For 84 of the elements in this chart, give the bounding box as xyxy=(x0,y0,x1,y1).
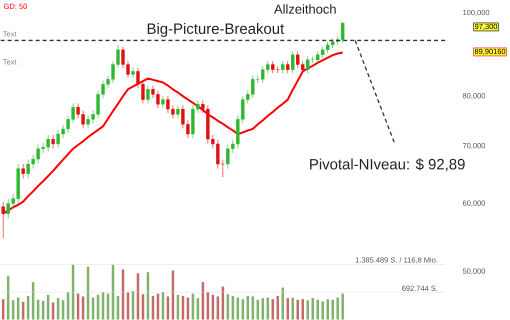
bar xyxy=(182,296,184,320)
bar xyxy=(166,296,170,320)
bar xyxy=(226,294,230,320)
candlestick xyxy=(1,202,5,239)
bar xyxy=(206,292,210,320)
bar xyxy=(222,286,224,320)
candlestick xyxy=(176,105,180,119)
bar xyxy=(76,294,80,320)
candlestick xyxy=(221,160,225,178)
bar xyxy=(216,296,220,320)
bar xyxy=(52,302,54,320)
bar xyxy=(336,298,339,320)
bar xyxy=(282,288,284,320)
bar xyxy=(126,292,130,320)
candlestick xyxy=(271,60,274,74)
bar xyxy=(146,272,150,320)
candlestick xyxy=(21,164,25,179)
bar xyxy=(316,300,319,320)
bar xyxy=(172,270,174,320)
bar xyxy=(212,294,214,320)
bar xyxy=(92,298,94,320)
bar xyxy=(122,270,124,320)
bar xyxy=(262,298,264,320)
bar xyxy=(96,294,100,320)
bar xyxy=(86,266,90,320)
bar xyxy=(136,273,140,320)
bar xyxy=(196,298,200,320)
bar xyxy=(32,282,34,320)
candlestick xyxy=(131,68,135,79)
bar xyxy=(256,300,260,320)
bar xyxy=(156,294,160,320)
bar xyxy=(341,294,344,320)
bar xyxy=(26,296,30,320)
bar xyxy=(116,296,120,320)
bar xyxy=(246,296,250,320)
bar xyxy=(82,296,84,320)
candlestick xyxy=(161,96,165,109)
bar xyxy=(16,298,20,320)
bar xyxy=(66,292,70,320)
bar xyxy=(62,300,64,320)
candlestick xyxy=(281,60,284,74)
bar xyxy=(236,298,240,320)
bar xyxy=(192,294,194,320)
bar xyxy=(56,298,60,320)
candlestick xyxy=(291,51,294,74)
annotation: Big-Picture-Breakout xyxy=(148,23,284,38)
candlestick xyxy=(51,134,55,149)
bar xyxy=(186,298,190,320)
bar xyxy=(42,301,44,320)
bar xyxy=(242,299,244,320)
bar xyxy=(102,292,104,320)
bar xyxy=(22,302,24,320)
bar xyxy=(266,298,270,320)
bar xyxy=(176,294,180,320)
bar xyxy=(112,264,114,320)
bar xyxy=(142,294,144,320)
bar xyxy=(331,300,334,320)
bar xyxy=(12,300,14,320)
candlestick xyxy=(286,60,290,74)
bar xyxy=(152,296,154,320)
bar xyxy=(326,299,329,320)
bar xyxy=(272,299,274,320)
bar xyxy=(311,298,314,320)
bar xyxy=(72,264,74,320)
bar xyxy=(46,294,50,320)
bar xyxy=(276,296,280,320)
bar xyxy=(286,298,290,320)
bar xyxy=(36,300,40,320)
bar xyxy=(252,296,254,320)
bar xyxy=(321,302,324,320)
bar xyxy=(106,294,110,320)
bar xyxy=(296,300,300,320)
annotation: Allzeithoch xyxy=(274,4,336,14)
bar xyxy=(162,292,164,320)
bar xyxy=(202,282,204,320)
bar xyxy=(292,298,294,320)
annotation: Pivotal-NIveau: $ 92,89 xyxy=(310,158,465,172)
bar xyxy=(2,299,4,320)
bar xyxy=(6,276,10,320)
candlestick xyxy=(146,86,150,104)
bar xyxy=(132,291,134,320)
bar xyxy=(302,299,304,320)
bar xyxy=(306,300,309,320)
bar xyxy=(232,296,234,320)
